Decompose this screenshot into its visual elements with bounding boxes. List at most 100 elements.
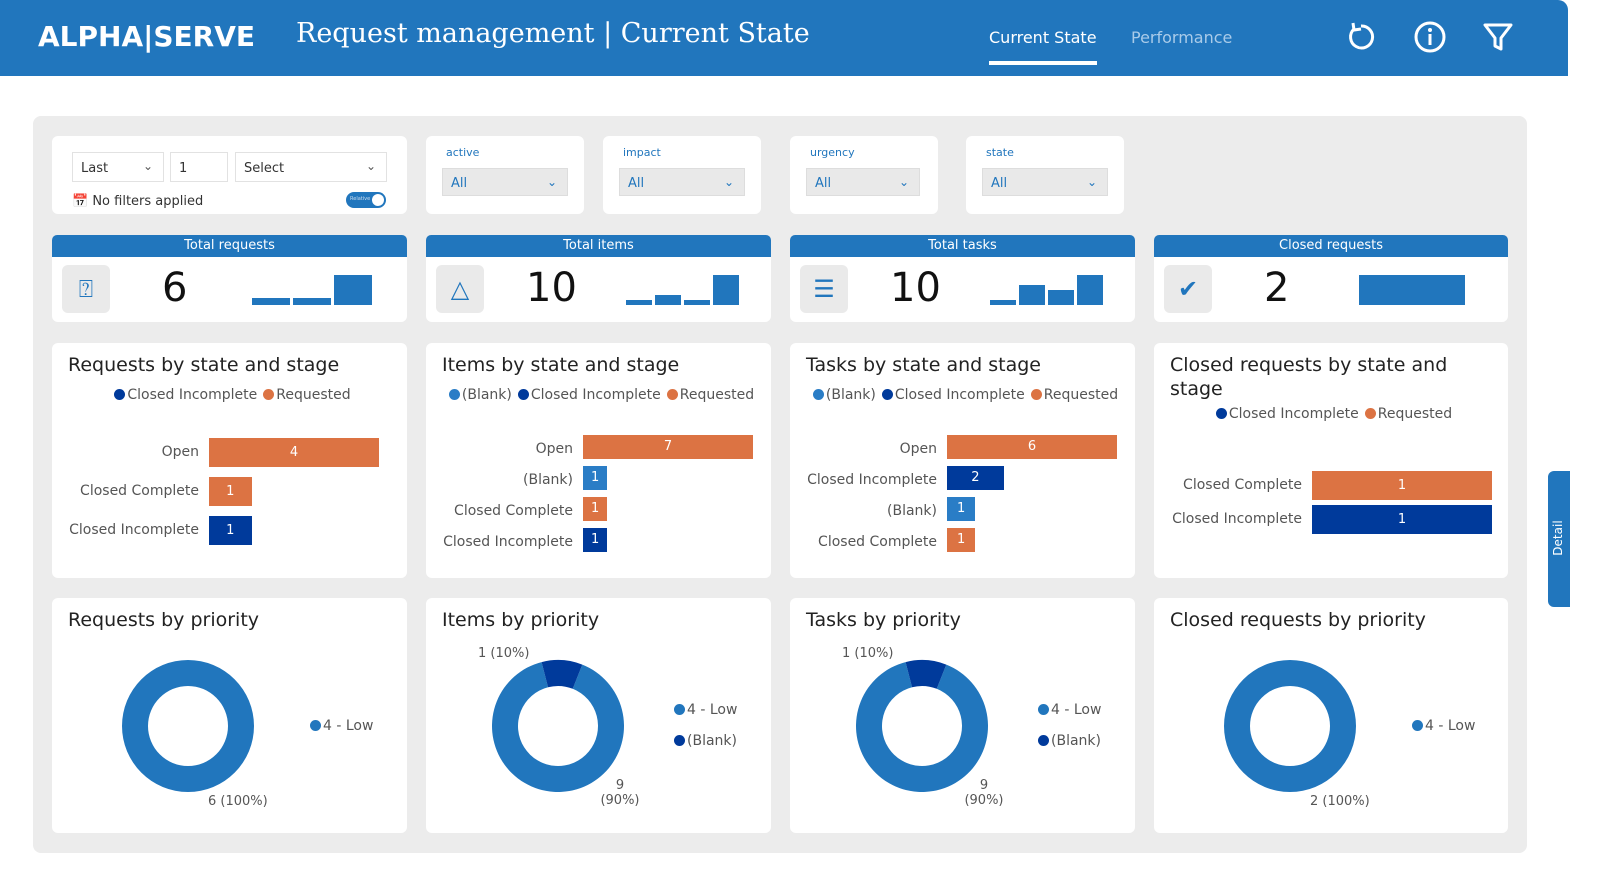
slicer-label: active — [446, 146, 480, 159]
slice-data-label: 6 (100%) — [208, 794, 268, 809]
slicer-value: All — [815, 176, 832, 191]
priority-donut-chart: Requests by priority 6 (100%) 4 - Low — [52, 598, 407, 833]
slicer-dropdown[interactable]: All ⌄ — [442, 168, 568, 196]
bar-closed-incomplete[interactable]: 1 — [583, 528, 608, 552]
bar-closed-complete[interactable]: 1 — [583, 497, 608, 521]
info-icon[interactable] — [1413, 20, 1447, 54]
period-dropdown[interactable]: Last ⌄ — [72, 152, 164, 182]
chart-title: Closed requests by state and stage — [1170, 354, 1448, 400]
slice-data-label: 9 (90%) — [964, 778, 1004, 808]
legend-marker — [812, 389, 824, 400]
row-label: Open — [899, 441, 937, 457]
bar-closed-incomplete[interactable]: 1 — [209, 516, 252, 545]
row-label: Closed Incomplete — [1172, 511, 1302, 527]
state-stage-chart: Tasks by state and stage (Blank) Closed In… — [790, 343, 1135, 578]
donut-svg — [856, 660, 988, 792]
bar-closed-complete[interactable]: 1 — [209, 477, 252, 506]
chart-legend: Closed Incomplete Requested — [52, 387, 407, 403]
legend-item: 4 - Low — [310, 718, 373, 734]
donut-slice[interactable] — [905, 660, 947, 689]
sparkline-bar — [990, 300, 1016, 305]
slicer-value: All — [991, 176, 1008, 191]
legend-label: (Blank) — [825, 387, 876, 403]
donut-slice[interactable] — [122, 660, 254, 792]
bar-row: Open 4 — [52, 438, 407, 468]
refresh-icon[interactable] — [1344, 20, 1378, 54]
unit-dropdown[interactable]: Select ⌄ — [235, 152, 387, 182]
bar--blank-[interactable]: 1 — [947, 497, 976, 521]
legend-label: Requested — [1377, 406, 1453, 422]
slicer-dropdown[interactable]: All ⌄ — [806, 168, 920, 196]
kpi-sparkline — [252, 271, 372, 305]
legend-marker — [1038, 704, 1049, 715]
sparkline-bar — [1359, 275, 1465, 305]
state-stage-chart: Items by state and stage (Blank) Closed In… — [426, 343, 771, 578]
chart-title: Tasks by state and stage — [806, 354, 1041, 376]
detail-tab[interactable]: Detail — [1548, 471, 1570, 607]
slicer-dropdown[interactable]: All ⌄ — [619, 168, 745, 196]
chart-title: Tasks by priority — [806, 609, 961, 631]
chart-legend: Closed Incomplete Requested — [1154, 406, 1508, 422]
kpi-value: 10 — [526, 265, 577, 311]
row-label: Closed Complete — [818, 534, 937, 550]
bar-closed-incomplete[interactable]: 1 — [1312, 505, 1492, 534]
donut-slice[interactable] — [1224, 660, 1356, 792]
kpi-title: Total requests — [52, 235, 407, 257]
sparkline-bar — [334, 275, 372, 305]
state-stage-chart: Requests by state and stage Closed Incomp… — [52, 343, 407, 578]
bar--blank-[interactable]: 1 — [583, 466, 608, 490]
chart-legend: (Blank) Closed Incomplete Requested — [790, 387, 1135, 403]
bar-closed-complete[interactable]: 1 — [947, 528, 976, 552]
legend-marker — [1364, 408, 1376, 419]
bar-closed-complete[interactable]: 1 — [1312, 471, 1492, 500]
chart-title: Closed requests by priority — [1170, 609, 1426, 631]
bar-open[interactable]: 6 — [947, 435, 1117, 459]
legend-label: 4 - Low — [1425, 718, 1476, 734]
slicer-active: active All ⌄ — [426, 136, 584, 214]
report-canvas: Last ⌄ 1 Select ⌄ 📅 No filters applied Rel… — [33, 116, 1527, 853]
relative-toggle[interactable]: Relative — [346, 192, 386, 208]
priority-donut-chart: Closed requests by priority 2 (100%) 4 - L… — [1154, 598, 1508, 833]
donut-svg — [1224, 660, 1356, 792]
sparkline-bar — [655, 295, 681, 305]
slicer-label: urgency — [810, 146, 855, 159]
bar-row: Closed Incomplete 1 — [426, 528, 771, 558]
sparkline-bar — [293, 297, 331, 305]
tab-current-state[interactable]: Current State — [989, 28, 1097, 65]
row-label: Closed Complete — [454, 503, 573, 519]
slicer-label: state — [986, 146, 1014, 159]
donut-slice[interactable] — [856, 662, 988, 792]
filter-status: 📅 No filters applied — [72, 194, 203, 209]
row-label: Closed Incomplete — [443, 534, 573, 550]
filter-icon[interactable] — [1481, 20, 1515, 54]
donut-slice[interactable] — [492, 662, 624, 792]
chevron-down-icon: ⌄ — [142, 159, 153, 173]
bar-closed-incomplete[interactable]: 2 — [947, 466, 1004, 490]
kpi-card: Total items △ 10 — [426, 235, 771, 322]
row-label: Open — [161, 444, 199, 460]
row-label: (Blank) — [887, 503, 937, 519]
kpi-value: 2 — [1264, 265, 1290, 311]
legend-marker — [666, 389, 678, 400]
row-label: Open — [535, 441, 573, 457]
toggle-knob — [372, 194, 384, 206]
filter-status-text: No filters applied — [92, 194, 204, 209]
chevron-down-icon: ⌄ — [723, 175, 734, 189]
chart-title: Items by state and stage — [442, 354, 680, 376]
slicer-dropdown[interactable]: All ⌄ — [982, 168, 1108, 196]
slicer-value: All — [628, 176, 645, 191]
tab-performance[interactable]: Performance — [1131, 28, 1233, 47]
priority-donut-chart: Items by priority 1 (10%) 9 (90%) 4 - Low (B… — [426, 598, 771, 833]
kpi-card: Closed requests ✔ 2 — [1154, 235, 1508, 322]
legend-marker — [1412, 720, 1423, 731]
bar-open[interactable]: 4 — [209, 438, 379, 467]
donut-slice[interactable] — [541, 660, 583, 689]
legend-item: (Blank) — [674, 733, 737, 749]
legend-item: (Blank) — [1038, 733, 1101, 749]
kpi-title: Total items — [426, 235, 771, 257]
legend-label: 4 - Low — [687, 702, 738, 718]
chevron-down-icon: ⌄ — [1086, 175, 1097, 189]
count-input[interactable]: 1 — [170, 152, 228, 182]
slice-data-label: 1 (10%) — [478, 646, 530, 661]
bar-open[interactable]: 7 — [583, 435, 753, 459]
